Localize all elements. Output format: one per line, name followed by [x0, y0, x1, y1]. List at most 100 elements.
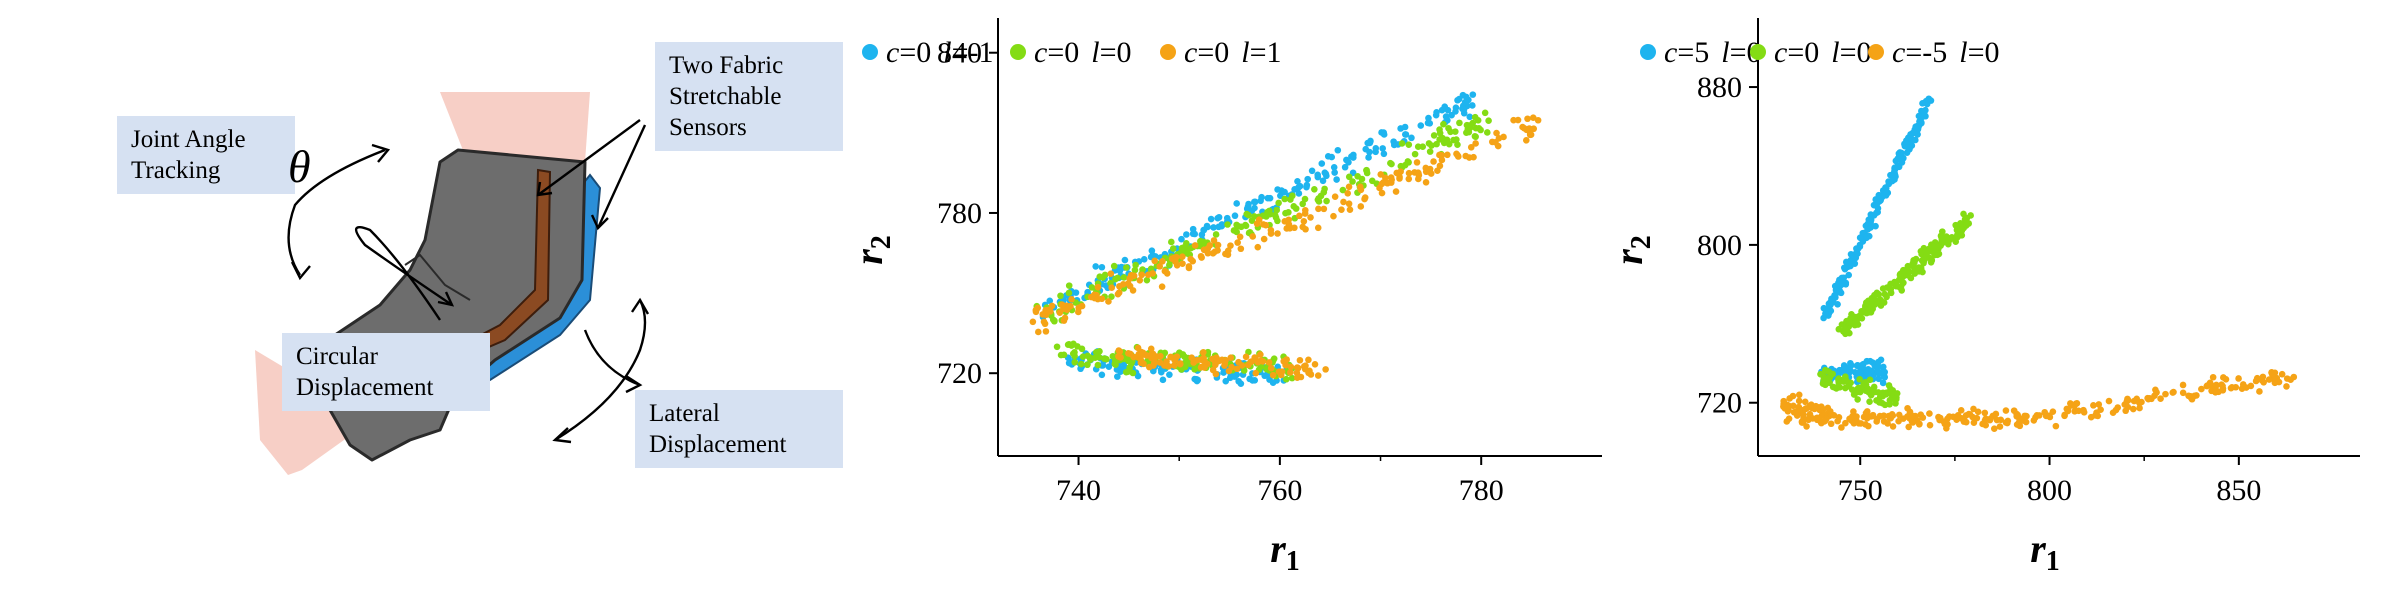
brace-seam [404, 253, 471, 301]
data-point-green [1835, 325, 1843, 333]
data-point-orange [1300, 217, 1308, 225]
lateral-displacement-label: Lateral Displacement [635, 390, 843, 468]
data-point-green [1168, 238, 1175, 246]
legend-c-value: =0 [899, 36, 931, 69]
data-point-green [1861, 305, 1869, 313]
data-point-orange [1467, 143, 1475, 151]
two-fabric-sensors-label: Two Fabric Stretchable Sensors [655, 42, 843, 151]
data-point-green [1938, 236, 1946, 244]
data-point-orange [1915, 421, 1923, 428]
data-point-orange [2228, 384, 2236, 391]
legend-c-symbol: c [1664, 36, 1677, 69]
data-point-green [1934, 243, 1942, 251]
data-point-blue [1166, 371, 1173, 378]
data-point-orange [1296, 356, 1304, 364]
data-point-orange [1227, 354, 1235, 361]
data-point-orange [1068, 296, 1075, 303]
data-point-orange [1962, 418, 1970, 426]
data-point-blue [1853, 245, 1860, 252]
y-axis-label: r2 [846, 235, 897, 265]
knee-brace-illustration: Joint Angle Tracking θ Two Fabric Stretc… [0, 0, 900, 586]
data-point-orange [1209, 249, 1217, 257]
data-point-orange [1413, 159, 1421, 166]
data-point-orange [1470, 153, 1477, 161]
data-point-blue [1859, 229, 1867, 237]
data-point-orange [1838, 424, 1845, 431]
data-point-orange [1254, 243, 1262, 251]
data-point-green [1345, 173, 1353, 181]
data-point-blue [1841, 265, 1849, 273]
data-point-orange [1344, 189, 1352, 197]
data-point-orange [1346, 206, 1354, 213]
data-point-orange [1405, 175, 1413, 183]
data-point-orange [1981, 416, 1989, 424]
data-point-orange [1227, 242, 1234, 249]
data-point-green [1275, 199, 1282, 207]
data-point-orange [1785, 402, 1793, 410]
data-point-orange [1129, 287, 1137, 294]
data-point-blue [1379, 145, 1386, 152]
data-point-orange [2002, 419, 2010, 426]
data-point-orange [1171, 357, 1179, 364]
data-point-blue [1834, 301, 1841, 308]
data-point-orange [2253, 374, 2261, 382]
data-point-green [1911, 259, 1918, 266]
legend-l-value: =0 [1968, 36, 2000, 69]
sensor-arrow-2 [596, 124, 647, 229]
data-point-orange [1783, 418, 1791, 425]
data-point-orange [1275, 368, 1283, 375]
data-point-orange [2021, 412, 2028, 420]
data-point-orange [1422, 168, 1430, 176]
data-point-orange [1116, 282, 1123, 290]
data-point-orange [2268, 371, 2276, 378]
data-point-orange [1926, 421, 1934, 429]
data-point-green [1892, 400, 1899, 407]
data-point-blue [1832, 291, 1839, 299]
data-point-green [1911, 270, 1919, 277]
data-point-green [1311, 186, 1318, 193]
data-point-orange [1236, 233, 1244, 241]
data-point-blue [1867, 367, 1875, 375]
data-point-blue [1114, 373, 1121, 380]
data-point-orange [1534, 116, 1542, 124]
data-point-green [1474, 117, 1482, 124]
data-point-orange [1078, 302, 1086, 310]
data-point-green [1315, 195, 1322, 202]
data-point-green [1166, 261, 1173, 269]
data-point-blue [1911, 129, 1918, 137]
data-point-orange [2259, 373, 2267, 381]
data-point-orange [2235, 375, 2242, 382]
data-point-blue [1845, 260, 1853, 268]
data-point-blue [1438, 106, 1446, 114]
data-point-orange [2097, 406, 2104, 413]
data-point-orange [1889, 412, 1897, 419]
data-point-orange [1144, 271, 1152, 279]
data-point-blue [1250, 198, 1258, 206]
data-point-blue [1831, 282, 1839, 290]
data-point-orange [1314, 372, 1322, 379]
data-point-orange [1172, 253, 1180, 261]
data-point-orange [1436, 162, 1444, 170]
data-point-orange [1198, 254, 1205, 261]
data-point-orange [1296, 212, 1303, 220]
data-point-orange [2090, 402, 2097, 409]
data-point-orange [1361, 195, 1368, 203]
data-point-orange [2209, 373, 2217, 381]
legend-l-symbol: l [1959, 36, 1967, 69]
data-point-orange [2191, 392, 2198, 400]
data-point-orange [1396, 173, 1403, 181]
data-point-green [1900, 266, 1907, 274]
data-point-blue [1303, 181, 1311, 189]
data-point-blue [1295, 184, 1302, 191]
data-point-blue [1852, 254, 1860, 262]
data-point-green [1928, 257, 1936, 264]
thigh-skin [440, 92, 590, 168]
data-point-orange [1257, 351, 1264, 358]
data-point-orange [1382, 174, 1389, 182]
lateral-arrowhead-bottom [552, 427, 572, 444]
data-point-blue [1274, 186, 1281, 193]
data-point-blue [1859, 364, 1867, 371]
data-point-orange [1320, 205, 1328, 213]
data-point-orange [1996, 423, 2004, 430]
data-point-orange [1265, 359, 1273, 366]
